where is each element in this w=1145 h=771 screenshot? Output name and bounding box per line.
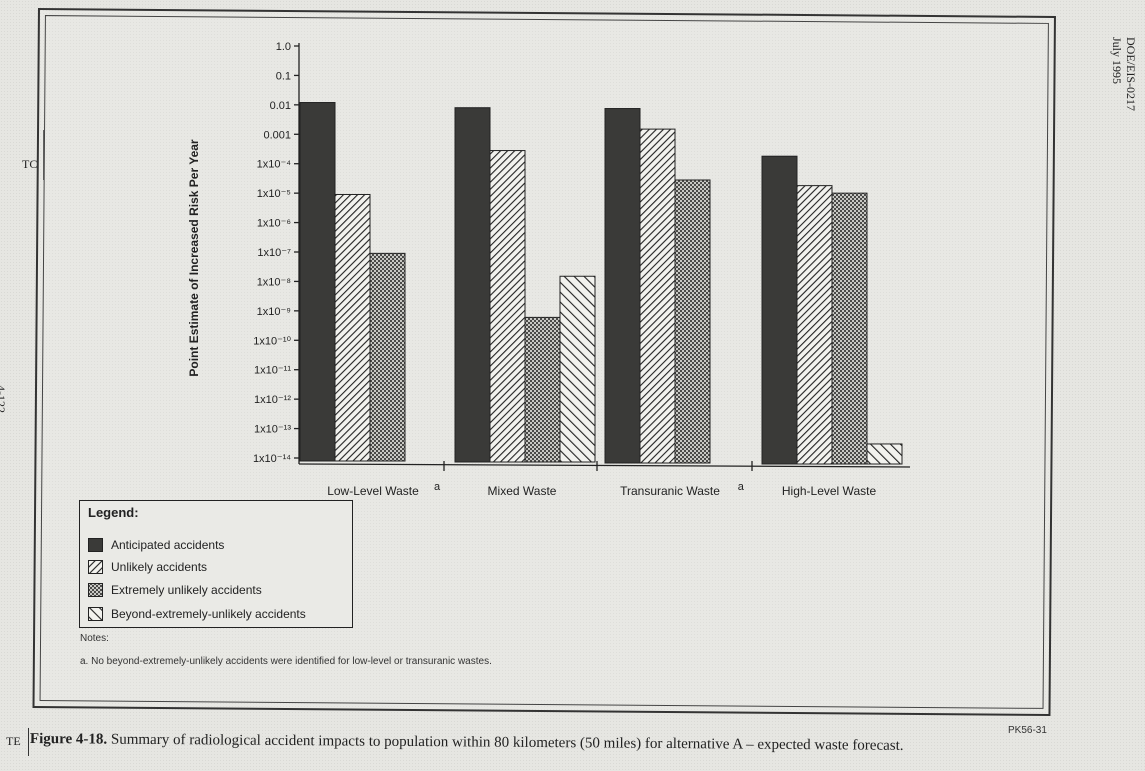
y-tick-label: 1x10⁻¹¹ [254,365,291,377]
legend-swatch-cross [88,583,103,597]
y-tick-label: 1x10⁻¹⁰ [253,335,291,347]
y-tick-label: 1x10⁻⁶ [257,218,291,230]
margin-te-mark: TE [6,734,21,748]
notes-heading: Notes: [80,633,109,644]
legend-item-extremely-unlikely: Extremely unlikely accidents [88,582,262,598]
legend-swatch-solid [88,538,103,552]
legend-label: Extremely unlikely accidents [111,583,262,597]
legend-label: Anticipated accidents [111,538,225,552]
bar-solid [454,107,491,463]
bar-cross [524,316,561,463]
y-tick-label: 1.0 [276,41,291,53]
x-category-label: Transuranic Waste [620,484,720,498]
y-axis-title: Point Estimate of Increased Risk Per Yea… [187,139,201,377]
legend-label: Unlikely accidents [111,560,208,574]
bar-diag [334,193,371,462]
y-tick-label: 1x10⁻⁷ [257,247,291,259]
change-bar [43,130,45,180]
bar-solid [299,102,336,462]
note-a: a. No beyond-extremely-unlikely accident… [80,656,492,667]
bar-cross [369,252,406,462]
bar-diag [796,185,833,465]
x-category-note: a [434,481,441,493]
bar-solid [604,108,641,464]
bar-diag [639,128,676,464]
legend-swatch-diag-wide [88,607,103,621]
legend-swatch-diag [88,560,103,574]
y-tick-label: 0.1 [276,70,291,82]
y-tick-label: 1x10⁻¹⁴ [253,453,291,465]
bar-solid [761,155,798,465]
change-bar-te [28,728,30,756]
legend-item-beyond: Beyond-extremely-unlikely accidents [88,606,306,622]
figure-id: PK56-31 [1008,725,1047,736]
legend-item-unlikely: Unlikely accidents [88,559,207,575]
bar-diag-wide [866,443,903,465]
x-category-label: High-Level Waste [782,484,877,498]
y-tick-label: 1x10⁻¹² [254,394,291,406]
margin-tc-mark: TC [22,157,38,171]
y-tick-label: 0.001 [263,129,291,141]
bar-cross [831,192,868,465]
legend-title: Legend: [88,505,139,520]
caption-label: Figure 4-18. [29,731,108,748]
y-tick-label: 1x10⁻⁵ [257,188,291,200]
y-tick-label: 0.01 [270,100,291,112]
legend-label: Beyond-extremely-unlikely accidents [111,607,306,621]
y-tick-label: 1x10⁻¹³ [254,424,291,436]
y-tick-label: 1x10⁻⁸ [257,276,291,288]
y-tick-label: 1x10⁻⁴ [257,159,292,171]
x-category-label: Low-Level Waste [327,484,419,498]
legend: Legend: Anticipated accidents Unlikely a… [79,500,353,628]
x-category-note: a [738,481,745,493]
bar-diag-wide [559,275,596,463]
x-category-label: Mixed Waste [488,484,557,498]
notes: Notes: a. No beyond-extremely-unlikely a… [80,633,492,667]
bar-diag [489,150,526,463]
bar-cross [674,179,711,464]
y-tick-label: 1x10⁻⁹ [257,306,291,318]
legend-item-anticipated: Anticipated accidents [88,537,224,553]
x-axis-line [298,463,911,468]
